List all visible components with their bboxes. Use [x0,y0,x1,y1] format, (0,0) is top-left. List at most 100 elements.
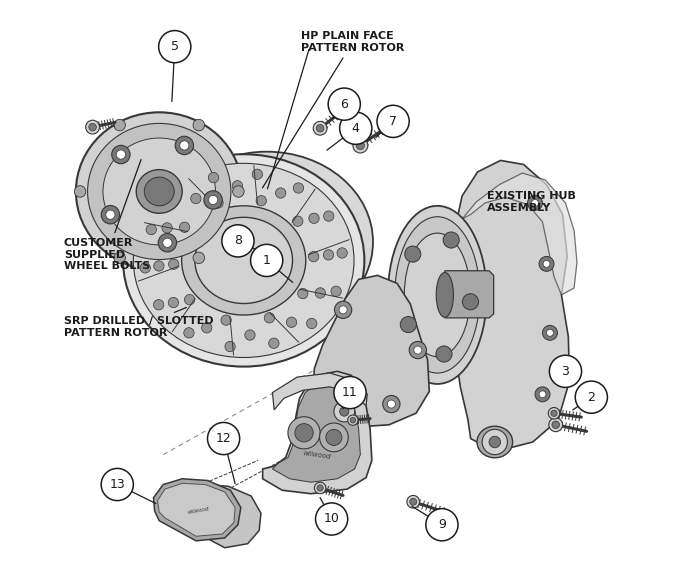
Polygon shape [462,173,577,295]
Circle shape [213,198,223,208]
Circle shape [209,195,218,204]
Circle shape [334,401,355,422]
Ellipse shape [134,164,354,358]
Circle shape [489,436,500,448]
Circle shape [337,248,347,258]
Text: 5: 5 [171,40,178,53]
Circle shape [535,387,550,402]
Ellipse shape [123,154,365,366]
Circle shape [387,400,395,408]
Circle shape [146,225,157,235]
Ellipse shape [160,151,373,332]
Circle shape [309,252,318,262]
Circle shape [193,119,204,131]
Text: 10: 10 [323,513,340,525]
Text: wilwood: wilwood [186,506,209,516]
Circle shape [293,216,303,226]
Circle shape [269,338,279,348]
Ellipse shape [103,138,216,245]
Circle shape [348,415,358,425]
Circle shape [251,244,283,276]
Ellipse shape [405,233,470,357]
Polygon shape [153,479,241,541]
Circle shape [356,141,365,150]
Circle shape [114,252,125,264]
Ellipse shape [195,217,293,304]
Circle shape [323,211,334,221]
Circle shape [180,141,189,150]
Text: 11: 11 [342,386,358,399]
Circle shape [140,263,150,273]
Circle shape [112,145,130,164]
Text: 8: 8 [234,234,242,247]
Polygon shape [272,381,360,482]
Ellipse shape [477,426,512,458]
Circle shape [116,150,125,159]
Circle shape [550,355,582,388]
Text: 6: 6 [340,97,348,111]
Circle shape [159,31,191,63]
Circle shape [89,123,97,131]
Text: CUSTOMER
SUPPLIED
WHEEL BOLTS: CUSTOMER SUPPLIED WHEEL BOLTS [64,160,150,271]
Circle shape [309,213,319,223]
Polygon shape [272,373,368,410]
Circle shape [326,429,342,445]
Text: 4: 4 [352,122,360,135]
Circle shape [307,319,317,329]
Circle shape [153,300,164,310]
Ellipse shape [136,169,182,213]
Circle shape [169,259,179,270]
Circle shape [276,188,286,198]
Circle shape [543,260,550,267]
Circle shape [162,223,172,233]
Circle shape [286,317,297,328]
Circle shape [335,402,344,410]
Text: wilwood: wilwood [302,450,331,460]
Circle shape [410,342,426,359]
Polygon shape [188,232,225,248]
Circle shape [542,325,557,340]
Circle shape [298,289,308,299]
Circle shape [106,210,115,219]
Circle shape [410,498,416,505]
Circle shape [222,225,254,257]
Circle shape [85,120,99,134]
Circle shape [539,391,546,398]
Circle shape [221,315,231,325]
Circle shape [316,503,348,535]
Circle shape [575,381,608,413]
Circle shape [383,396,400,412]
Circle shape [323,250,334,260]
Circle shape [209,172,218,183]
Circle shape [549,418,563,431]
Circle shape [264,313,274,323]
Circle shape [353,138,368,153]
Circle shape [168,297,178,308]
Circle shape [335,301,351,319]
Polygon shape [262,372,372,494]
Circle shape [256,195,267,206]
Circle shape [74,185,86,197]
Circle shape [317,485,323,491]
Circle shape [171,192,181,203]
Circle shape [204,191,223,209]
Polygon shape [181,484,261,548]
Text: 3: 3 [561,365,569,378]
Circle shape [163,238,172,247]
Circle shape [548,407,560,419]
Circle shape [158,233,176,252]
Text: 13: 13 [109,478,125,491]
Circle shape [202,323,212,333]
Circle shape [319,423,349,452]
Circle shape [331,286,342,297]
Circle shape [232,181,243,191]
Circle shape [547,329,554,336]
Text: 9: 9 [438,518,446,531]
Circle shape [193,252,204,264]
Circle shape [334,377,366,408]
Circle shape [179,222,190,233]
Circle shape [232,185,244,197]
Polygon shape [284,271,305,304]
Circle shape [436,346,452,362]
Circle shape [102,206,120,224]
